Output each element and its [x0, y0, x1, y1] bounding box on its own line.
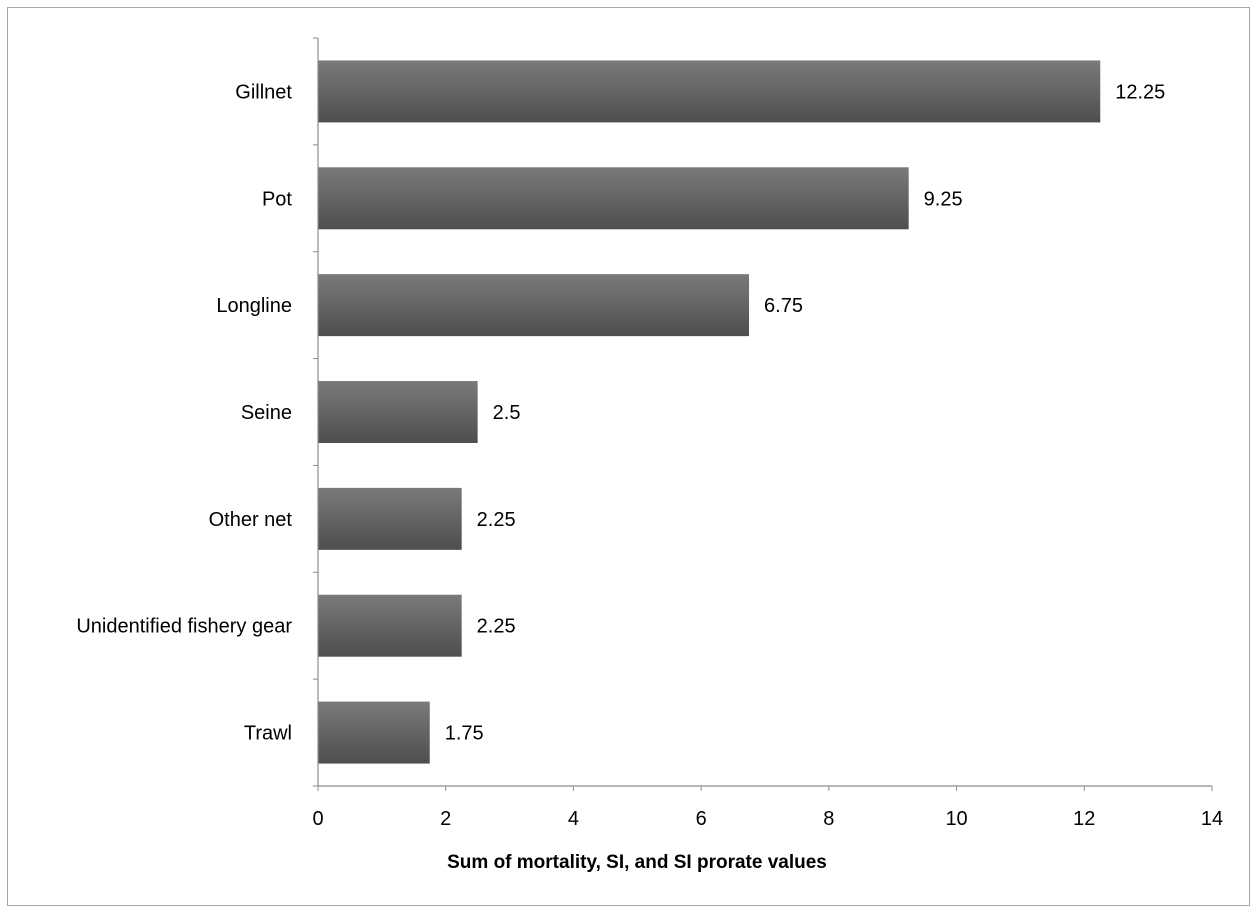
x-axis-title: Sum of mortality, SI, and SI prorate val… [447, 852, 827, 873]
x-tick-label: 4 [568, 808, 579, 830]
category-label: Trawl [244, 723, 292, 745]
x-tick-label: 2 [440, 808, 451, 830]
category-label: Gillnet [235, 81, 292, 103]
axes-group [313, 37, 1213, 791]
category-label: Pot [262, 188, 292, 210]
data-label: 2.25 [477, 509, 516, 531]
bar-pot [318, 167, 909, 230]
x-tick-label: 12 [1073, 808, 1095, 830]
bar-trawl [318, 701, 430, 764]
category-label: Other net [209, 509, 293, 531]
x-tick-label: 6 [696, 808, 707, 830]
bar-unidentified-fishery-gear [318, 594, 462, 657]
bar-seine [318, 381, 478, 443]
data-label: 1.75 [445, 723, 484, 745]
bar-longline [318, 274, 750, 337]
x-tick-label: 14 [1201, 808, 1223, 830]
chart-frame [7, 7, 1250, 906]
category-label: Unidentified fishery gear [76, 616, 292, 638]
x-tick-label: 0 [312, 808, 323, 830]
data-label: 6.75 [764, 295, 803, 317]
bar-other-net [318, 487, 462, 550]
labels-group: Gillnet 12.25 Pot 9.25 Longline 6.75 Seine 2.5 O… [76, 81, 1223, 830]
data-label: 12.25 [1115, 81, 1165, 103]
category-label: Longline [216, 295, 292, 317]
x-tick-label: 8 [823, 808, 834, 830]
data-label: 2.25 [477, 616, 516, 638]
bar-gillnet [318, 60, 1101, 123]
data-label: 9.25 [924, 188, 963, 210]
bars-group [318, 60, 1101, 764]
data-label: 2.5 [493, 402, 521, 424]
category-label: Seine [241, 402, 292, 424]
x-tick-label: 10 [945, 808, 967, 830]
